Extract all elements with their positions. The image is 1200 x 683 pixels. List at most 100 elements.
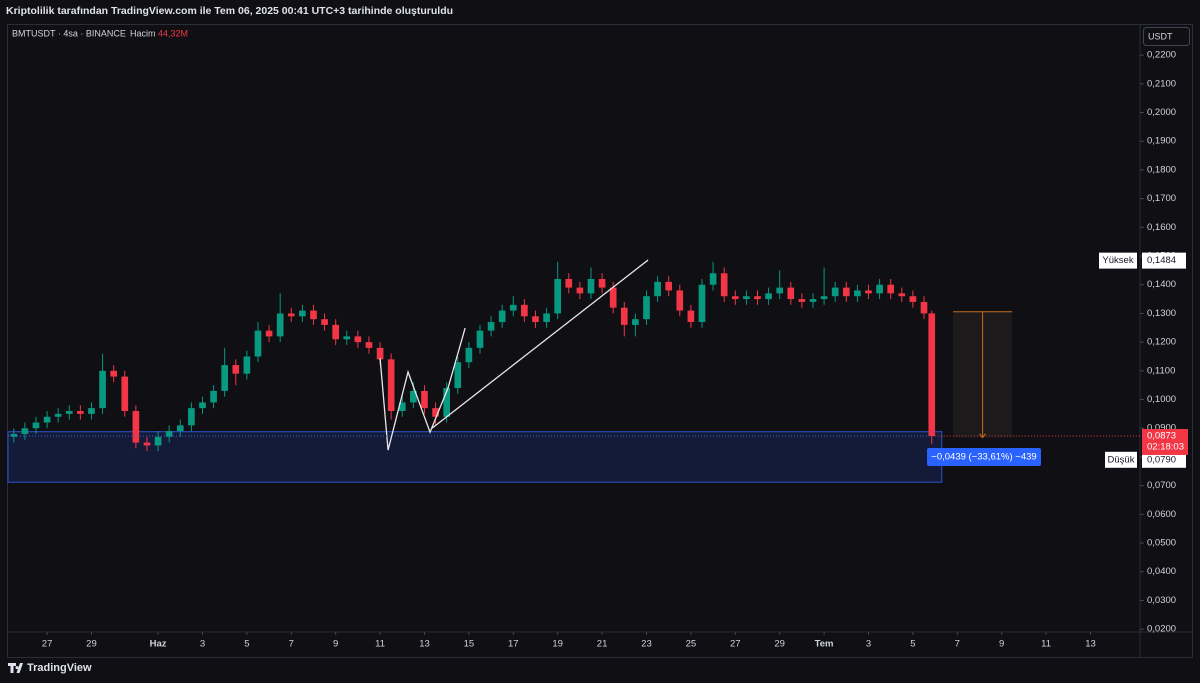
x-tick-label: 17 <box>508 639 519 650</box>
measure-label-box <box>927 448 1041 466</box>
volume-label: Hacim <box>130 28 156 38</box>
candle-body <box>765 293 772 300</box>
candle-body <box>143 442 151 446</box>
candle-body <box>676 290 684 311</box>
measure-arrow <box>979 433 986 439</box>
candle-body <box>643 296 650 320</box>
candle-body <box>565 278 573 288</box>
measure-label: −0,0439 (−33,61%) −439 <box>931 452 1036 463</box>
candle-body <box>887 284 895 294</box>
x-tick-label: 19 <box>552 639 563 650</box>
candle-body <box>909 296 917 302</box>
y-tick-label: 0,0300 <box>1147 595 1176 606</box>
candle-body <box>709 273 717 285</box>
candle-body <box>65 411 73 414</box>
x-tick-label: 5 <box>910 639 915 650</box>
x-tick-label: 5 <box>244 639 249 650</box>
y-tick-label: 0,0200 <box>1147 624 1176 635</box>
candle-body <box>199 402 206 409</box>
footer-brand: TradingView <box>27 662 92 674</box>
candle-body <box>276 313 284 337</box>
candle-body <box>321 319 328 325</box>
candle-body <box>54 413 62 417</box>
candle-body <box>831 287 839 297</box>
y-tick-label: 0,0600 <box>1147 509 1176 520</box>
last-price-label: 0,0873 <box>1147 430 1176 441</box>
marker-name-box <box>1099 252 1137 269</box>
candle-body <box>232 365 240 374</box>
zigzag-drawing <box>379 327 466 451</box>
candle-body <box>165 431 173 437</box>
last-price-box <box>1142 428 1188 455</box>
candle-body <box>410 390 417 403</box>
candle-body <box>509 304 517 311</box>
candle-body <box>865 290 872 294</box>
candle-body <box>487 322 495 331</box>
candle-body <box>798 299 806 302</box>
candle-body <box>754 296 761 300</box>
candle-body <box>498 310 506 323</box>
y-tick-label: 0,1300 <box>1147 308 1176 319</box>
x-tick-label: 9 <box>999 639 1004 650</box>
candle-body <box>121 376 129 412</box>
currency-label: USDT <box>1148 31 1173 41</box>
candle-body <box>188 408 195 426</box>
candle-body <box>154 436 162 446</box>
currency-box[interactable] <box>1143 27 1190 46</box>
marker-value-box <box>1142 451 1186 468</box>
y-tick-label: 0,0500 <box>1147 538 1176 549</box>
y-tick-label: 0,2200 <box>1147 50 1176 61</box>
countdown-label: 02:18:03 <box>1147 441 1184 452</box>
chart-frame <box>7 24 1193 658</box>
candle-body <box>365 342 373 348</box>
marker-value: 0,1484 <box>1147 255 1176 266</box>
candle-body <box>776 287 784 294</box>
candle-body <box>99 370 106 409</box>
y-tick-label: 0,1800 <box>1147 164 1176 175</box>
candle-body <box>265 330 273 337</box>
x-tick-label: Tem <box>815 639 834 650</box>
candle-body <box>731 296 739 300</box>
candle-body <box>454 362 462 389</box>
demand-zone <box>7 431 943 483</box>
x-tick-label: Haz <box>150 639 167 650</box>
footer-logo <box>8 663 23 673</box>
candle-body <box>32 422 40 429</box>
candle-body <box>532 316 539 323</box>
volume-value: 44,32M <box>158 28 188 38</box>
candle-body <box>521 304 528 317</box>
candle-body <box>743 296 750 300</box>
candle-body <box>920 301 928 314</box>
candle-body <box>299 310 306 317</box>
x-tick-label: 23 <box>641 639 652 650</box>
x-tick-label: 27 <box>42 639 53 650</box>
y-tick-label: 0,1600 <box>1147 222 1176 233</box>
x-tick-label: 3 <box>866 639 871 650</box>
candle-body <box>354 336 362 343</box>
candle-body <box>77 411 84 414</box>
y-tick-label: 0,1900 <box>1147 136 1176 147</box>
y-tick-label: 0,1100 <box>1147 365 1175 376</box>
x-tick-label: 27 <box>730 639 741 650</box>
candle-body <box>243 356 251 374</box>
candle-body <box>809 299 817 302</box>
x-tick-label: 3 <box>200 639 205 650</box>
marker-name: Yüksek <box>1102 255 1133 266</box>
candle-body <box>854 290 861 297</box>
candles <box>10 261 936 452</box>
candle-body <box>421 390 428 409</box>
trend-line <box>431 259 649 429</box>
candle-body <box>787 287 795 300</box>
candle-body <box>332 324 340 340</box>
x-tick-label: 15 <box>464 639 475 650</box>
y-tick-label: 0,1200 <box>1147 337 1176 348</box>
header-bar <box>0 0 1200 22</box>
candle-body <box>928 313 936 436</box>
candle-body <box>132 411 140 443</box>
candle-body <box>310 310 317 320</box>
y-tick-label: 0,2100 <box>1147 78 1176 89</box>
candle-body <box>587 278 595 294</box>
candle-body <box>287 313 295 317</box>
x-tick-label: 13 <box>1085 639 1096 650</box>
